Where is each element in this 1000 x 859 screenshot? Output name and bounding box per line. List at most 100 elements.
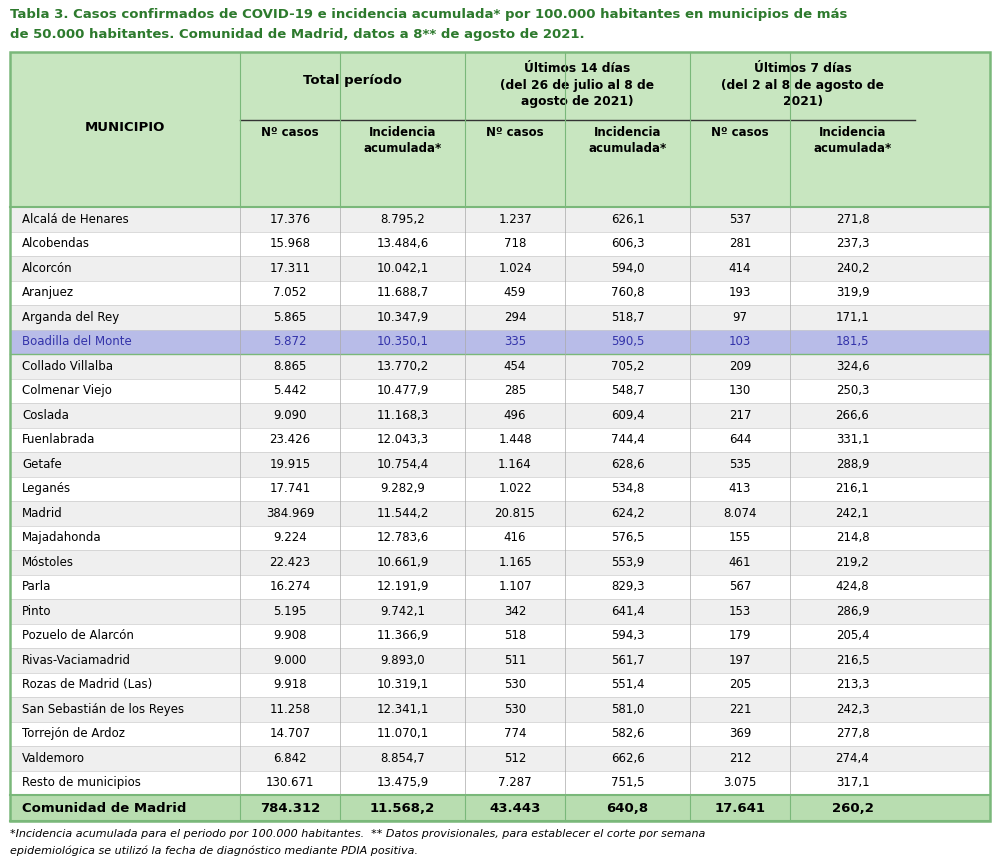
Text: 548,7: 548,7 — [611, 384, 644, 397]
Text: 271,8: 271,8 — [836, 213, 869, 226]
Text: 14.707: 14.707 — [269, 728, 311, 740]
Text: 9.742,1: 9.742,1 — [380, 605, 425, 618]
Text: 10.754,4: 10.754,4 — [376, 458, 429, 471]
Text: 582,6: 582,6 — [611, 728, 644, 740]
Text: 9.090: 9.090 — [273, 409, 307, 422]
Text: 155: 155 — [729, 531, 751, 545]
Text: 751,5: 751,5 — [611, 777, 644, 789]
Bar — [10, 305, 990, 330]
Text: 317,1: 317,1 — [836, 777, 869, 789]
Text: 530: 530 — [504, 703, 526, 716]
Text: 17.311: 17.311 — [269, 262, 311, 275]
Text: 10.477,9: 10.477,9 — [376, 384, 429, 397]
Bar — [10, 599, 990, 624]
Text: 197: 197 — [729, 654, 751, 667]
Text: 286,9: 286,9 — [836, 605, 869, 618]
Text: Arganda del Rey: Arganda del Rey — [22, 311, 119, 324]
Text: 217: 217 — [729, 409, 751, 422]
Text: 10.042,1: 10.042,1 — [376, 262, 429, 275]
Text: 294: 294 — [504, 311, 526, 324]
Bar — [10, 428, 990, 452]
Bar — [10, 281, 990, 305]
Text: de 50.000 habitantes. Comunidad de Madrid, datos a 8** de agosto de 2021.: de 50.000 habitantes. Comunidad de Madri… — [10, 28, 585, 41]
Bar — [10, 231, 990, 256]
Text: 551,4: 551,4 — [611, 679, 644, 691]
Bar — [10, 207, 990, 231]
Text: 829,3: 829,3 — [611, 580, 644, 594]
Text: 744,4: 744,4 — [611, 433, 644, 446]
Text: 10.661,9: 10.661,9 — [376, 556, 429, 569]
Text: Total período: Total período — [303, 74, 402, 87]
Text: 19.915: 19.915 — [269, 458, 311, 471]
Text: 10.347,9: 10.347,9 — [376, 311, 429, 324]
Text: 718: 718 — [504, 237, 526, 250]
Text: Últimos 14 días
(del 26 de julio al 8 de
agosto de 2021): Últimos 14 días (del 26 de julio al 8 de… — [500, 62, 655, 108]
Text: 9.918: 9.918 — [273, 679, 307, 691]
Text: 9.282,9: 9.282,9 — [380, 482, 425, 496]
Text: 535: 535 — [729, 458, 751, 471]
Text: 1.107: 1.107 — [498, 580, 532, 594]
Text: Alcorcón: Alcorcón — [22, 262, 73, 275]
Bar — [10, 550, 990, 575]
Text: Rozas de Madrid (Las): Rozas de Madrid (Las) — [22, 679, 152, 691]
Text: 16.274: 16.274 — [269, 580, 311, 594]
Text: 342: 342 — [504, 605, 526, 618]
Text: Nº casos: Nº casos — [711, 126, 769, 139]
Text: Aranjuez: Aranjuez — [22, 286, 74, 299]
Text: 454: 454 — [504, 360, 526, 373]
Text: 9.224: 9.224 — [273, 531, 307, 545]
Bar — [10, 771, 990, 795]
Bar — [10, 673, 990, 697]
Text: 22.423: 22.423 — [269, 556, 311, 569]
Text: epidemiológica se utilizó la fecha de diagnóstico mediante PDIA positiva.: epidemiológica se utilizó la fecha de di… — [10, 845, 418, 856]
Text: 553,9: 553,9 — [611, 556, 644, 569]
Text: 153: 153 — [729, 605, 751, 618]
Text: 250,3: 250,3 — [836, 384, 869, 397]
Bar — [10, 354, 990, 379]
Text: Incidencia
acumulada*: Incidencia acumulada* — [588, 126, 667, 155]
Text: 384.969: 384.969 — [266, 507, 314, 520]
Text: Resto de municipios: Resto de municipios — [22, 777, 141, 789]
Text: Comunidad de Madrid: Comunidad de Madrid — [22, 801, 186, 814]
Text: Nº casos: Nº casos — [261, 126, 319, 139]
Text: 205: 205 — [729, 679, 751, 691]
Text: 331,1: 331,1 — [836, 433, 869, 446]
Text: 11.568,2: 11.568,2 — [370, 801, 435, 814]
Text: Alcobendas: Alcobendas — [22, 237, 90, 250]
Text: 179: 179 — [729, 630, 751, 643]
Text: San Sebastián de los Reyes: San Sebastián de los Reyes — [22, 703, 184, 716]
Text: 260,2: 260,2 — [832, 801, 873, 814]
Text: Incidencia
acumulada*: Incidencia acumulada* — [813, 126, 892, 155]
Text: 784.312: 784.312 — [260, 801, 320, 814]
Text: 576,5: 576,5 — [611, 531, 644, 545]
Bar — [10, 452, 990, 477]
Text: 760,8: 760,8 — [611, 286, 644, 299]
Text: 640,8: 640,8 — [606, 801, 649, 814]
Text: Colmenar Viejo: Colmenar Viejo — [22, 384, 112, 397]
Text: 97: 97 — [732, 311, 748, 324]
Bar — [10, 722, 990, 746]
Text: 7.287: 7.287 — [498, 777, 532, 789]
Text: 181,5: 181,5 — [836, 335, 869, 348]
Text: Getafe: Getafe — [22, 458, 62, 471]
Text: 12.783,6: 12.783,6 — [376, 531, 429, 545]
Bar — [10, 501, 990, 526]
Text: 288,9: 288,9 — [836, 458, 869, 471]
Text: 581,0: 581,0 — [611, 703, 644, 716]
Text: 11.070,1: 11.070,1 — [376, 728, 429, 740]
Text: 130: 130 — [729, 384, 751, 397]
Text: 413: 413 — [729, 482, 751, 496]
Text: 590,5: 590,5 — [611, 335, 644, 348]
Text: 11.688,7: 11.688,7 — [376, 286, 429, 299]
Text: 6.842: 6.842 — [273, 752, 307, 765]
Text: Madrid: Madrid — [22, 507, 63, 520]
Text: 641,4: 641,4 — [611, 605, 644, 618]
Text: 335: 335 — [504, 335, 526, 348]
Text: 219,2: 219,2 — [836, 556, 869, 569]
Text: 1.022: 1.022 — [498, 482, 532, 496]
Text: 11.168,3: 11.168,3 — [376, 409, 429, 422]
Text: MUNICIPIO: MUNICIPIO — [85, 121, 165, 134]
Text: Últimos 7 días
(del 2 al 8 de agosto de
2021): Últimos 7 días (del 2 al 8 de agosto de … — [721, 62, 884, 108]
Text: Collado Villalba: Collado Villalba — [22, 360, 113, 373]
Text: 518,7: 518,7 — [611, 311, 644, 324]
